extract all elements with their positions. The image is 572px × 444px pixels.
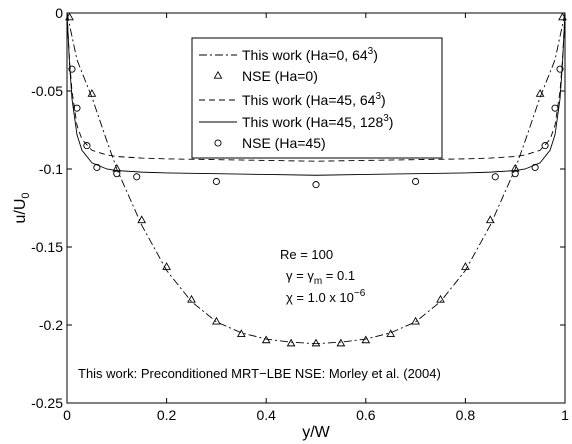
y-axis-label: u/U0 [12,192,32,223]
x-tick-label: 0.4 [256,407,276,423]
data-point [137,215,147,224]
legend-marker [214,139,222,147]
data-point [133,173,141,181]
data-point [336,338,346,347]
legend: This work (Ha=0, 643) NSE (Ha=0) This work… [191,37,443,159]
data-point [87,89,97,97]
data-point [311,338,321,347]
x-tick-label: 0.2 [157,407,177,423]
y-tick-label: -0.1 [39,161,63,177]
data-point [212,316,221,325]
series-4 [66,12,566,176]
data-point [436,294,445,303]
data-point [558,12,567,21]
legend-entry: This work (Ha=45, 643) [199,91,386,108]
data-point [212,177,220,186]
x-tick-label: 0.8 [456,407,476,423]
legend-entry: NSE (Ha=45) [214,135,326,151]
series-layer [65,12,567,347]
data-point [73,104,81,112]
data-point [461,262,470,270]
series-5 [68,65,564,189]
annotation-footer: This work: Preconditioned MRT−LBE NSE: M… [78,366,441,381]
data-point [491,173,499,181]
svg-text:u/U0: u/U0 [12,192,32,223]
x-axis-label: y/W [302,424,330,441]
data-point [236,329,246,337]
y-axis-label-main: u/U [12,199,29,224]
data-point [162,262,171,270]
data-point [411,316,420,325]
annotation-gamma: γ = γm = 0.1 [286,268,355,287]
y-tick-label: -0.25 [31,395,63,411]
data-point [535,89,545,97]
series-2 [65,12,567,347]
legend-label: This work (Ha=0, 643) [242,46,378,63]
data-point [541,142,549,150]
series-line [66,12,566,345]
data-point [551,104,559,112]
data-point [511,170,519,178]
data-point [312,181,320,189]
data-point [386,329,396,337]
x-tick-label: 1 [561,407,569,423]
legend-entry: This work (Ha=45, 1283) [199,113,393,130]
series-line [66,12,566,176]
x-tick-label: 0 [63,407,71,423]
data-point [93,163,101,171]
x-tick-label: 0.6 [356,407,376,423]
legend-entry: This work (Ha=0, 643) [199,46,378,63]
data-point [485,215,495,224]
data-point [531,163,539,171]
data-point [65,12,74,21]
annotation-chi: χ = 1.0 x 10−6 [286,288,366,305]
legend-label: This work (Ha=45, 643) [242,91,386,108]
data-point [261,335,271,344]
data-point [187,294,196,303]
data-point [112,163,122,172]
y-axis-label-sub: 0 [20,192,32,198]
data-point [556,65,564,73]
data-point [68,65,76,73]
y-tick-label: -0.15 [31,239,63,255]
legend-label: NSE (Ha=0) [242,68,318,84]
legend-marker [213,70,223,79]
data-point [113,170,121,178]
legend-entry: NSE (Ha=0) [213,68,318,84]
data-point [510,163,520,172]
data-point [83,142,91,150]
series-1 [66,12,566,345]
data-point [361,335,371,344]
data-point [412,177,420,186]
y-tick-label: -0.2 [39,317,63,333]
annotation-re: Re = 100 [280,247,333,262]
y-tick-label: -0.05 [31,83,63,99]
y-tick-label: 0 [55,5,63,21]
legend-label: This work (Ha=45, 1283) [242,113,393,130]
legend-label: NSE (Ha=45) [242,135,326,151]
data-point [286,338,296,347]
legend-box [191,37,443,159]
